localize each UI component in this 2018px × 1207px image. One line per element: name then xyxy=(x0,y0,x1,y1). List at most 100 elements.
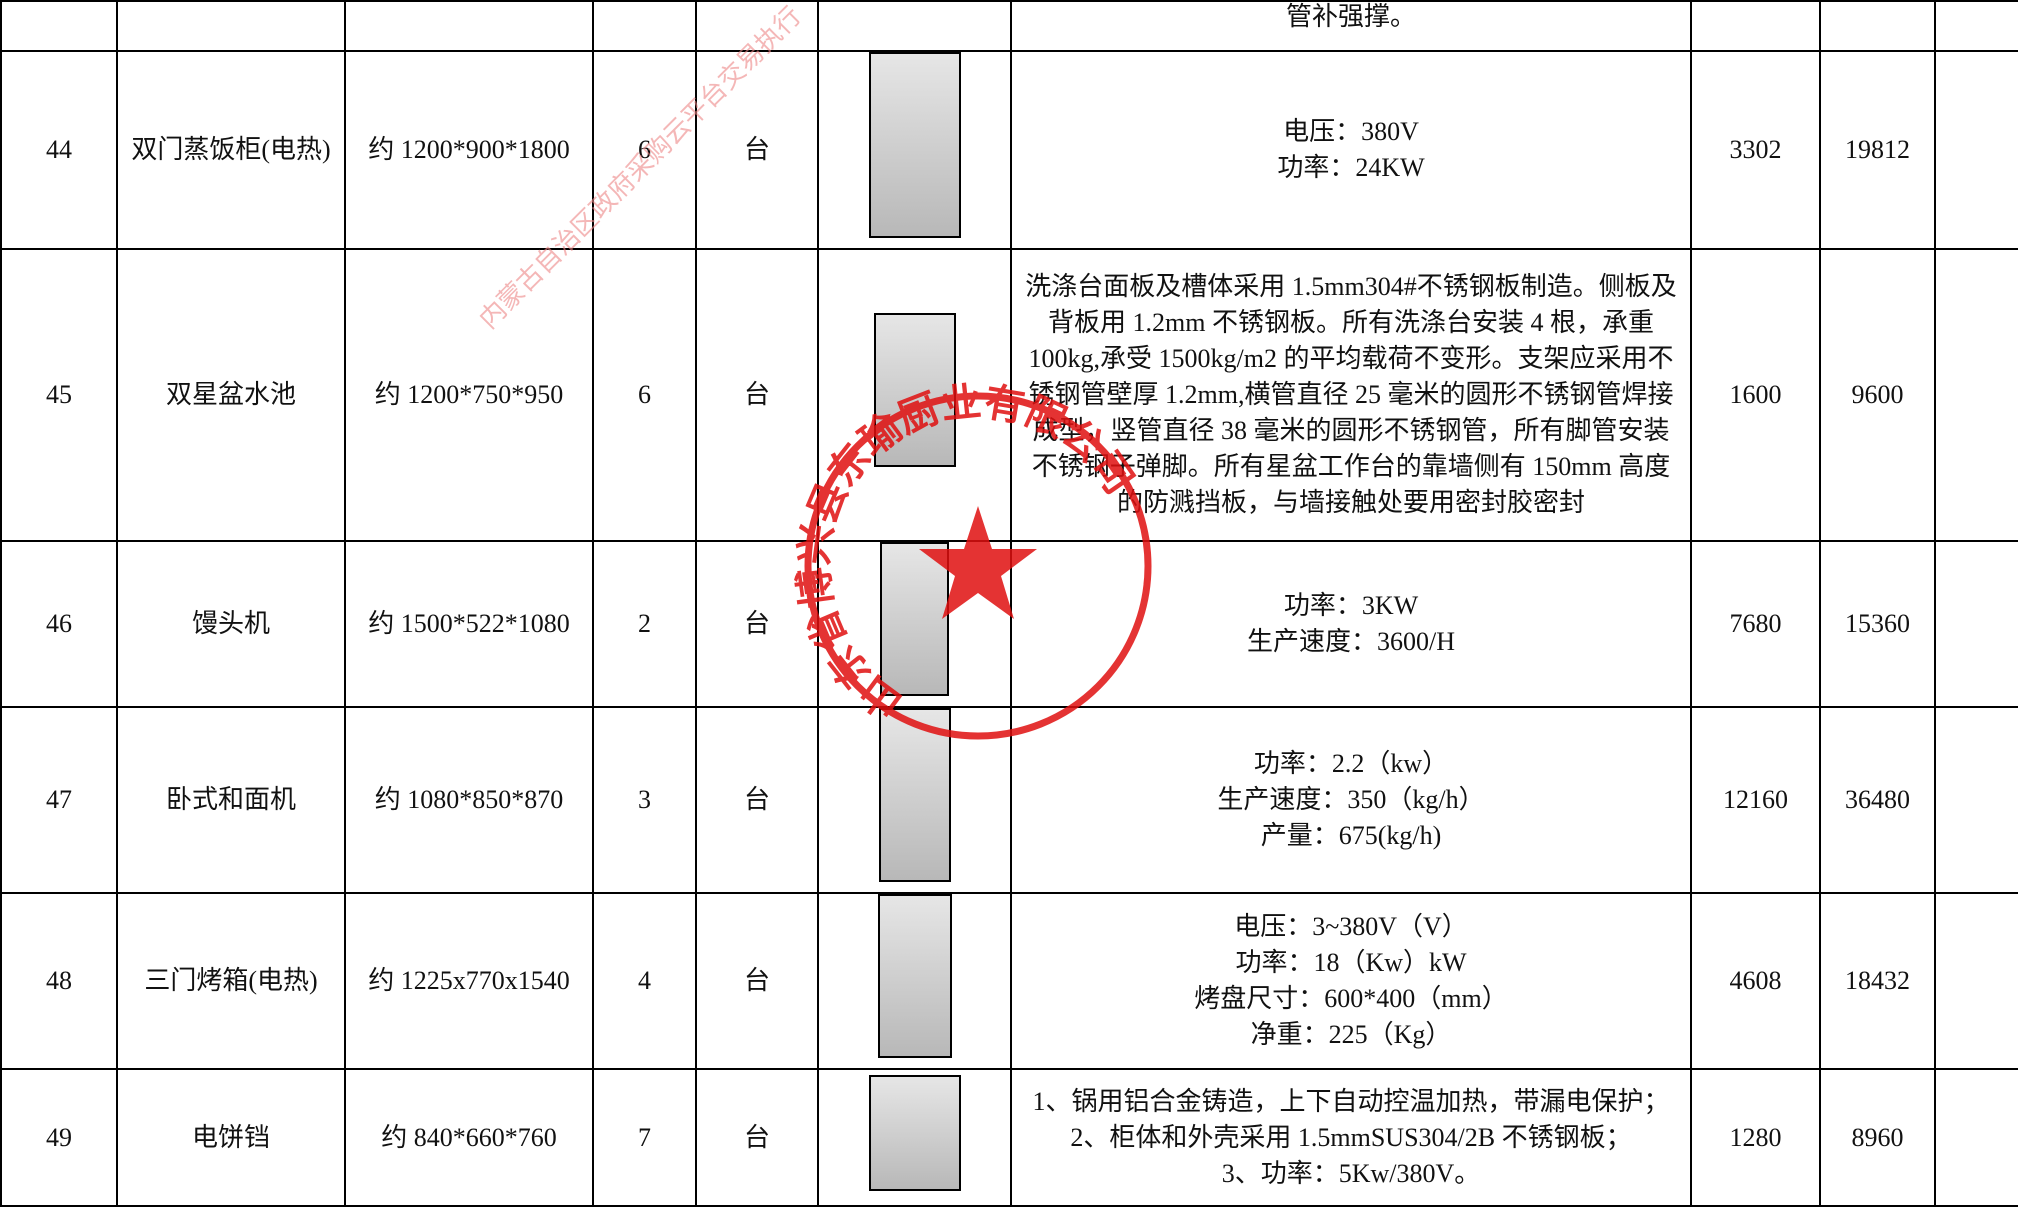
no-cell: 49 xyxy=(0,1068,118,1207)
description-line: 烤盘尺寸：600*400（mm） xyxy=(1194,984,1508,1013)
total-cell: 9600 xyxy=(1819,248,1936,542)
cell xyxy=(1934,0,2018,52)
price-cell: 7680 xyxy=(1690,540,1821,708)
cell xyxy=(1934,540,2018,708)
description-cell: 功率：2.2（kw） 生产速度：350（kg/h） 产量：675(kg/h) xyxy=(1010,706,1692,894)
product-image xyxy=(868,53,961,238)
description-line: 1、锅用铝合金铸造，上下自动控温加热，带漏电保护； xyxy=(1032,1086,1670,1116)
description-line: 净重：225（Kg） xyxy=(1250,1020,1452,1049)
description-line: 电压：3~380V（V） xyxy=(1234,912,1468,941)
price-cell: 1600 xyxy=(1690,248,1821,542)
table-row: 47 卧式和面机约 1080*850*870 3 台 功率：2.2（kw） 生产速度：35… xyxy=(0,706,2018,894)
unit-cell: 台 xyxy=(695,540,819,708)
name-cell: 卧式和面机 xyxy=(116,706,346,894)
cell xyxy=(1690,0,1821,52)
description-line: 功率：24KW xyxy=(1277,153,1425,182)
price-cell: 3302 xyxy=(1690,50,1821,250)
table-row: 45 双星盆水池约 1200*750*950 6 台洗涤台面板及槽体采用 1.5mm3… xyxy=(0,248,2018,542)
description-line: 功率：3KW xyxy=(1283,591,1419,620)
product-image xyxy=(878,709,951,882)
table-row: 49 电饼铛约 840*660*760 7 台 1、锅用铝合金铸造，上下自动控温加热，带… xyxy=(0,1068,2018,1207)
image-cell xyxy=(817,706,1012,894)
total-cell: 18432 xyxy=(1819,892,1936,1070)
description-line: 功率：18（Kw）kW xyxy=(1235,948,1467,977)
description-line: 电压：380V xyxy=(1283,117,1419,146)
unit-cell: 台 xyxy=(695,706,819,894)
description-line: 产量：675(kg/h) xyxy=(1260,821,1442,850)
no-cell: 47 xyxy=(0,706,118,894)
total-cell: 15360 xyxy=(1819,540,1936,708)
cell xyxy=(695,0,819,52)
cell xyxy=(1934,50,2018,250)
description-line: 洗涤台面板及槽体采用 1.5mm304#不锈钢板制造。侧板及背板用 1.2mm … xyxy=(1025,272,1677,517)
size-cell: 约 1200*750*950 xyxy=(344,248,594,542)
cell xyxy=(1934,248,2018,542)
cell xyxy=(1934,892,2018,1070)
size-cell: 约 1200*900*1800 xyxy=(344,50,594,250)
no-cell: 48 xyxy=(0,892,118,1070)
product-image xyxy=(877,895,952,1058)
description-cell: 电压：3~380V（V） 功率：18（Kw）kW 烤盘尺寸：600*400（mm） 净… xyxy=(1010,892,1692,1070)
qty-cell: 2 xyxy=(592,540,697,708)
total-cell: 36480 xyxy=(1819,706,1936,894)
unit-cell: 台 xyxy=(695,248,819,542)
image-cell xyxy=(817,1068,1012,1207)
description-line: 3、功率：5Kw/380V。 xyxy=(1221,1158,1481,1188)
description-line: 生产速度：3600/H xyxy=(1246,627,1455,656)
price-cell: 12160 xyxy=(1690,706,1821,894)
table-row: 46 馒头机约 1500*522*1080 2 台 功率：3KW 生产速度：3600/H 7… xyxy=(0,540,2018,708)
price-cell: 4608 xyxy=(1690,892,1821,1070)
no-cell: 46 xyxy=(0,540,118,708)
qty-cell: 4 xyxy=(592,892,697,1070)
table-row: 管补强撑。 xyxy=(0,0,2018,52)
table-row: 44 双门蒸饭柜(电热) 约 1200*900*1800 6 台 电压：380V 功率：24… xyxy=(0,50,2018,250)
cell xyxy=(344,0,594,52)
product-image xyxy=(868,1074,961,1191)
cell xyxy=(1934,1068,2018,1207)
total-cell: 19812 xyxy=(1819,50,1936,250)
cell xyxy=(0,0,118,52)
unit-cell: 台 xyxy=(695,892,819,1070)
size-cell: 约 840*660*760 xyxy=(344,1068,594,1207)
size-cell: 约 1500*522*1080 xyxy=(344,540,594,708)
qty-cell: 6 xyxy=(592,50,697,250)
no-cell: 45 xyxy=(0,248,118,542)
cell xyxy=(592,0,697,52)
description-line: 2、柜体和外壳采用 1.5mmSUS304/2B 不锈钢板； xyxy=(1070,1122,1632,1152)
cell xyxy=(817,0,1012,52)
name-cell: 三门烤箱(电热) xyxy=(116,892,346,1070)
unit-cell: 台 xyxy=(695,1068,819,1207)
description-cell: 1、锅用铝合金铸造，上下自动控温加热，带漏电保护； 2、柜体和外壳采用 1.5mm… xyxy=(1010,1068,1692,1207)
product-image xyxy=(880,543,949,696)
image-cell xyxy=(817,50,1012,250)
name-cell: 电饼铛 xyxy=(116,1068,346,1207)
description-cell: 电压：380V 功率：24KW xyxy=(1010,50,1692,250)
cell: 管补强撑。 xyxy=(1010,0,1692,52)
cell xyxy=(1819,0,1936,52)
description-cell: 洗涤台面板及槽体采用 1.5mm304#不锈钢板制造。侧板及背板用 1.2mm … xyxy=(1010,248,1692,542)
price-cell: 1280 xyxy=(1690,1068,1821,1207)
name-cell: 双星盆水池 xyxy=(116,248,346,542)
description-line: 功率：2.2（kw） xyxy=(1253,749,1449,778)
size-cell: 约 1080*850*870 xyxy=(344,706,594,894)
unit-cell: 台 xyxy=(695,50,819,250)
qty-cell: 3 xyxy=(592,706,697,894)
description-line: 生产速度：350（kg/h） xyxy=(1217,785,1485,814)
image-cell xyxy=(817,540,1012,708)
image-cell xyxy=(817,892,1012,1070)
qty-cell: 6 xyxy=(592,248,697,542)
cell xyxy=(1934,706,2018,894)
image-cell xyxy=(817,248,1012,542)
table-row: 48 三门烤箱(电热) 约 1225x770x1540 4 台 电压：3~380V（V） 功… xyxy=(0,892,2018,1070)
name-cell: 馒头机 xyxy=(116,540,346,708)
no-cell: 44 xyxy=(0,50,118,250)
description-line: 管补强撑。 xyxy=(1285,2,1416,31)
qty-cell: 7 xyxy=(592,1068,697,1207)
cell xyxy=(116,0,346,52)
total-cell: 8960 xyxy=(1819,1068,1936,1207)
product-image xyxy=(873,313,956,467)
size-cell: 约 1225x770x1540 xyxy=(344,892,594,1070)
name-cell: 双门蒸饭柜(电热) xyxy=(116,50,346,250)
